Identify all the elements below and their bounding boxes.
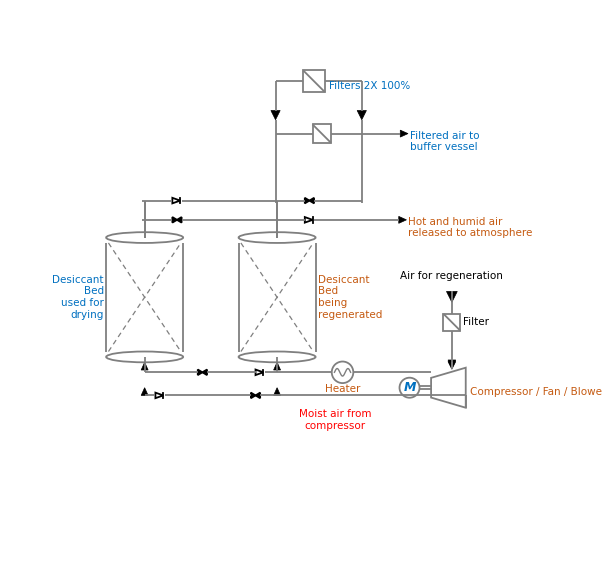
Bar (312, 124, 331, 143)
Text: Filters 2X 100%: Filters 2X 100% (329, 81, 411, 91)
Text: Desiccant
Bed
being
regenerated: Desiccant Bed being regenerated (318, 275, 382, 320)
Polygon shape (256, 392, 260, 398)
Polygon shape (256, 370, 264, 375)
Polygon shape (172, 217, 177, 223)
Polygon shape (448, 360, 456, 367)
Polygon shape (156, 392, 163, 398)
Polygon shape (274, 362, 280, 370)
Text: Compressor / Fan / Blower: Compressor / Fan / Blower (470, 387, 603, 396)
Polygon shape (309, 198, 314, 203)
Polygon shape (141, 362, 148, 370)
Polygon shape (177, 217, 182, 223)
Polygon shape (271, 111, 280, 120)
Polygon shape (203, 370, 207, 375)
Polygon shape (431, 367, 466, 408)
Text: Hot and humid air
released to atmosphere: Hot and humid air released to atmosphere (408, 217, 532, 239)
Ellipse shape (239, 352, 315, 362)
Text: Filter: Filter (464, 318, 490, 327)
Text: Desiccant
Bed
used for
drying: Desiccant Bed used for drying (52, 275, 104, 320)
Polygon shape (274, 388, 280, 395)
Text: Air for regeneration: Air for regeneration (400, 271, 504, 281)
Polygon shape (141, 388, 148, 395)
Polygon shape (305, 217, 313, 223)
Polygon shape (251, 392, 256, 398)
Polygon shape (399, 216, 406, 223)
Circle shape (332, 361, 353, 383)
Polygon shape (400, 130, 408, 137)
Bar (443, 314, 460, 331)
Ellipse shape (239, 232, 315, 243)
Polygon shape (357, 111, 367, 120)
Circle shape (400, 378, 420, 398)
Polygon shape (446, 291, 457, 302)
Polygon shape (198, 370, 203, 375)
Text: Filtered air to
buffer vessel: Filtered air to buffer vessel (409, 131, 479, 152)
Text: M: M (403, 381, 416, 394)
Ellipse shape (106, 352, 183, 362)
Text: Moist air from
compressor: Moist air from compressor (298, 410, 371, 431)
Ellipse shape (106, 232, 183, 243)
Bar (303, 70, 325, 92)
Polygon shape (172, 198, 180, 203)
Text: Heater: Heater (325, 384, 360, 394)
Polygon shape (448, 361, 456, 369)
Polygon shape (305, 198, 309, 203)
